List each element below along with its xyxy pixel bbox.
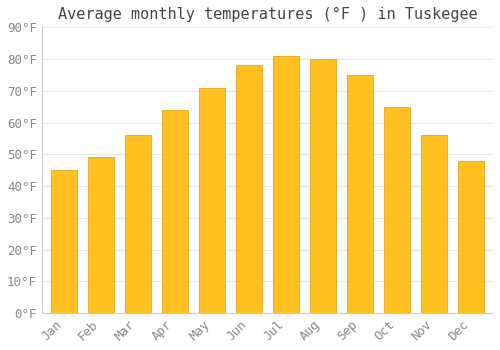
Bar xyxy=(421,135,447,313)
Bar xyxy=(273,56,299,313)
Bar xyxy=(125,135,151,313)
Bar xyxy=(236,65,262,313)
Title: Average monthly temperatures (°F ) in Tuskegee: Average monthly temperatures (°F ) in Tu… xyxy=(58,7,478,22)
Bar xyxy=(199,88,225,313)
Bar xyxy=(310,59,336,313)
Bar xyxy=(51,170,77,313)
Bar xyxy=(384,107,410,313)
Bar xyxy=(458,161,484,313)
Bar xyxy=(88,158,114,313)
Bar xyxy=(162,110,188,313)
Bar xyxy=(347,75,373,313)
